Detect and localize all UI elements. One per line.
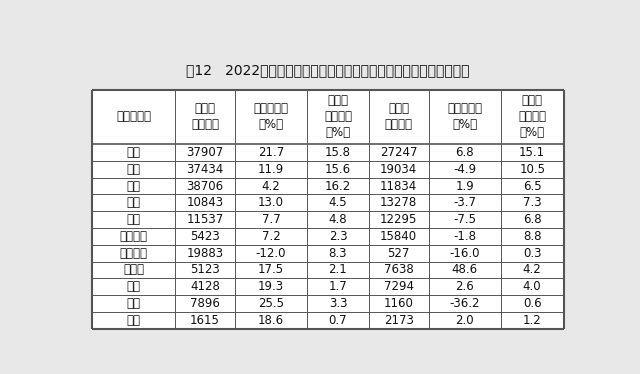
Text: -1.8: -1.8 <box>453 230 476 243</box>
Text: 37434: 37434 <box>186 163 223 176</box>
Text: 1.7: 1.7 <box>328 280 348 293</box>
Text: 0.7: 0.7 <box>328 314 348 327</box>
Text: 13.0: 13.0 <box>258 196 284 209</box>
Text: 11.9: 11.9 <box>258 163 284 176</box>
Text: 15840: 15840 <box>380 230 417 243</box>
Text: -36.2: -36.2 <box>449 297 480 310</box>
Text: 27247: 27247 <box>380 146 417 159</box>
Text: 4.8: 4.8 <box>328 213 348 226</box>
Text: 7638: 7638 <box>384 263 413 276</box>
Text: 0.6: 0.6 <box>523 297 541 310</box>
Text: 7.3: 7.3 <box>523 196 541 209</box>
Text: 比上年增长
（%）: 比上年增长 （%） <box>253 102 289 131</box>
Text: 7896: 7896 <box>190 297 220 310</box>
Text: 韩国: 韩国 <box>127 196 141 209</box>
Text: 10843: 10843 <box>186 196 223 209</box>
Text: -4.9: -4.9 <box>453 163 476 176</box>
Text: 25.5: 25.5 <box>258 297 284 310</box>
Text: 4.2: 4.2 <box>262 180 280 193</box>
Text: 美国: 美国 <box>127 180 141 193</box>
Text: 19883: 19883 <box>186 246 223 260</box>
Text: 5423: 5423 <box>190 230 220 243</box>
Text: 38706: 38706 <box>186 180 223 193</box>
Text: 16.2: 16.2 <box>325 180 351 193</box>
Text: 5123: 5123 <box>190 263 220 276</box>
Text: -7.5: -7.5 <box>453 213 476 226</box>
Text: 俄罗斯: 俄罗斯 <box>124 263 144 276</box>
Text: 国家和地区: 国家和地区 <box>116 110 151 123</box>
Text: -16.0: -16.0 <box>449 246 480 260</box>
Text: 出口额
（亿元）: 出口额 （亿元） <box>191 102 219 131</box>
Text: 3.3: 3.3 <box>329 297 347 310</box>
Text: 19034: 19034 <box>380 163 417 176</box>
Text: 11537: 11537 <box>186 213 223 226</box>
Text: 1.9: 1.9 <box>455 180 474 193</box>
Text: 进口额
（亿元）: 进口额 （亿元） <box>385 102 413 131</box>
Text: 7.7: 7.7 <box>262 213 280 226</box>
Text: 南非: 南非 <box>127 314 141 327</box>
Text: 15.8: 15.8 <box>325 146 351 159</box>
Text: 19.3: 19.3 <box>258 280 284 293</box>
Text: 印度: 印度 <box>127 297 141 310</box>
Text: 1160: 1160 <box>384 297 413 310</box>
Text: 2.3: 2.3 <box>328 230 348 243</box>
Text: 2.1: 2.1 <box>328 263 348 276</box>
Text: 7.2: 7.2 <box>262 230 280 243</box>
Text: 东盟: 东盟 <box>127 146 141 159</box>
Text: 15.1: 15.1 <box>519 146 545 159</box>
Text: 比上年增长
（%）: 比上年增长 （%） <box>447 102 482 131</box>
Text: -12.0: -12.0 <box>256 246 286 260</box>
Text: 8.8: 8.8 <box>523 230 541 243</box>
Text: 7294: 7294 <box>384 280 413 293</box>
Text: 6.8: 6.8 <box>523 213 541 226</box>
Text: 4128: 4128 <box>190 280 220 293</box>
Text: 4.2: 4.2 <box>523 263 541 276</box>
Text: 12295: 12295 <box>380 213 417 226</box>
Text: 15.6: 15.6 <box>325 163 351 176</box>
Text: 占全部
出口比重
（%）: 占全部 出口比重 （%） <box>324 94 352 140</box>
Text: 日本: 日本 <box>127 213 141 226</box>
Text: 占全部
进口比重
（%）: 占全部 进口比重 （%） <box>518 94 546 140</box>
Text: 2173: 2173 <box>384 314 413 327</box>
Text: 37907: 37907 <box>186 146 223 159</box>
Text: 2.0: 2.0 <box>455 314 474 327</box>
Text: 6.5: 6.5 <box>523 180 541 193</box>
Text: 527: 527 <box>387 246 410 260</box>
Text: 中国香港: 中国香港 <box>120 246 148 260</box>
Text: 13278: 13278 <box>380 196 417 209</box>
Text: 10.5: 10.5 <box>519 163 545 176</box>
Text: -3.7: -3.7 <box>453 196 476 209</box>
Text: 21.7: 21.7 <box>258 146 284 159</box>
Text: 0.3: 0.3 <box>523 246 541 260</box>
Text: 17.5: 17.5 <box>258 263 284 276</box>
Text: 1.2: 1.2 <box>523 314 541 327</box>
Text: 6.8: 6.8 <box>455 146 474 159</box>
Text: 4.0: 4.0 <box>523 280 541 293</box>
Text: 18.6: 18.6 <box>258 314 284 327</box>
Text: 欧盟: 欧盟 <box>127 163 141 176</box>
Text: 中国台湾: 中国台湾 <box>120 230 148 243</box>
Text: 4.5: 4.5 <box>328 196 348 209</box>
Text: 2.6: 2.6 <box>455 280 474 293</box>
Text: 48.6: 48.6 <box>452 263 477 276</box>
Text: 1615: 1615 <box>190 314 220 327</box>
Text: 巴西: 巴西 <box>127 280 141 293</box>
Text: 表12   2022年对主要国家和地区货物进出口金额、增长速度及其比重: 表12 2022年对主要国家和地区货物进出口金额、增长速度及其比重 <box>186 63 470 77</box>
Text: 11834: 11834 <box>380 180 417 193</box>
Bar <box>92 89 564 328</box>
Text: 8.3: 8.3 <box>329 246 347 260</box>
